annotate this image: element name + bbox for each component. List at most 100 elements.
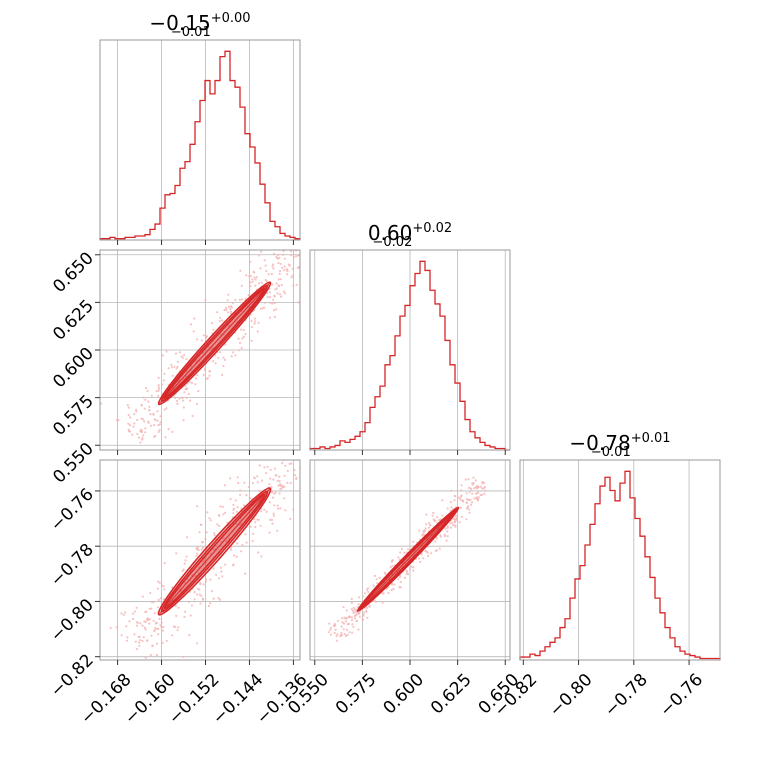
sample-point (236, 476, 239, 479)
sample-point (432, 518, 435, 521)
sample-point (272, 512, 275, 515)
sample-point (239, 489, 242, 492)
sample-point (156, 419, 159, 422)
sample-point (215, 573, 218, 576)
sample-point (212, 548, 215, 551)
sample-point (444, 527, 447, 530)
sample-point (271, 302, 274, 305)
sample-point (117, 419, 120, 422)
sample-point (454, 495, 457, 498)
sample-point (133, 633, 136, 636)
sample-point (198, 593, 201, 596)
title-minus: −0.01 (171, 25, 211, 40)
sample-point (227, 311, 230, 314)
sample-point (466, 506, 469, 509)
sample-point (227, 293, 230, 296)
sample-point (141, 595, 144, 598)
sample-point (126, 636, 129, 639)
sample-point (218, 351, 221, 354)
sample-point (208, 517, 211, 520)
sample-point (425, 513, 428, 516)
sample-point (378, 576, 381, 580)
sample-point (158, 429, 161, 432)
y-tick-label: 0.600 (49, 344, 98, 393)
sample-point (253, 517, 256, 520)
sample-point (458, 497, 461, 500)
sample-point (148, 409, 151, 412)
sample-point (193, 591, 196, 594)
sample-point (459, 506, 462, 509)
histogram-step-line (309, 260, 510, 451)
sample-point (412, 540, 415, 543)
sample-point (237, 482, 240, 485)
sample-point (156, 587, 159, 590)
sample-point (217, 577, 221, 580)
sample-point (272, 236, 274, 238)
sample-point (399, 551, 402, 554)
sample-point (277, 484, 280, 487)
sample-point (253, 322, 256, 325)
sample-point (167, 428, 170, 431)
sample-point (153, 629, 156, 632)
title-plus: +0.00 (211, 11, 251, 26)
sample-point (232, 512, 235, 515)
sample-point (190, 381, 194, 385)
sample-point (273, 252, 276, 255)
sample-point (209, 519, 212, 522)
sample-point (273, 504, 276, 507)
sample-point (212, 360, 215, 363)
sample-point (151, 644, 154, 647)
sample-point (397, 578, 400, 581)
sample-point (266, 292, 269, 295)
sample-point (142, 396, 145, 399)
sample-point (251, 482, 254, 485)
sample-point (424, 549, 427, 553)
sample-point (208, 374, 211, 377)
sample-point (238, 349, 241, 352)
sample-point (357, 611, 360, 615)
sample-point (244, 297, 247, 300)
hist-panel-2: −0.78+0.01 −0.01 (519, 431, 721, 665)
sample-point (135, 606, 138, 609)
sample-point (391, 559, 394, 562)
sample-point (225, 308, 228, 311)
sample-point (226, 299, 229, 302)
sample-point (290, 250, 293, 253)
sample-point (282, 290, 285, 293)
sample-point (243, 504, 246, 507)
sample-point (160, 621, 163, 624)
sample-point (201, 540, 205, 544)
sample-point (353, 617, 357, 620)
sample-point (336, 619, 340, 623)
sample-point (157, 384, 160, 387)
sample-point (439, 535, 442, 538)
sample-point (235, 522, 238, 526)
sample-point (232, 351, 235, 354)
sample-point (150, 394, 153, 397)
sample-point (249, 525, 252, 528)
y-tick-label: −0.82 (47, 650, 98, 701)
sample-point (132, 425, 135, 428)
sample-point (217, 513, 221, 517)
sample-point (254, 320, 257, 323)
title-plus: +0.01 (631, 431, 671, 446)
sample-point (260, 510, 263, 513)
sample-point (261, 307, 264, 310)
sample-point (202, 373, 205, 376)
sample-point (361, 618, 364, 621)
sample-point (193, 598, 196, 601)
sample-point (218, 598, 221, 601)
sample-point (472, 482, 475, 485)
sample-point (154, 622, 158, 625)
sample-point (159, 597, 162, 600)
sample-point (365, 606, 368, 609)
histogram-step-line (99, 50, 301, 240)
sample-point (213, 532, 216, 535)
sample-point (145, 610, 148, 613)
sample-point (460, 484, 463, 487)
sample-point (196, 505, 199, 508)
sample-point (469, 498, 472, 501)
sample-point (482, 481, 486, 484)
sample-point (183, 562, 186, 565)
